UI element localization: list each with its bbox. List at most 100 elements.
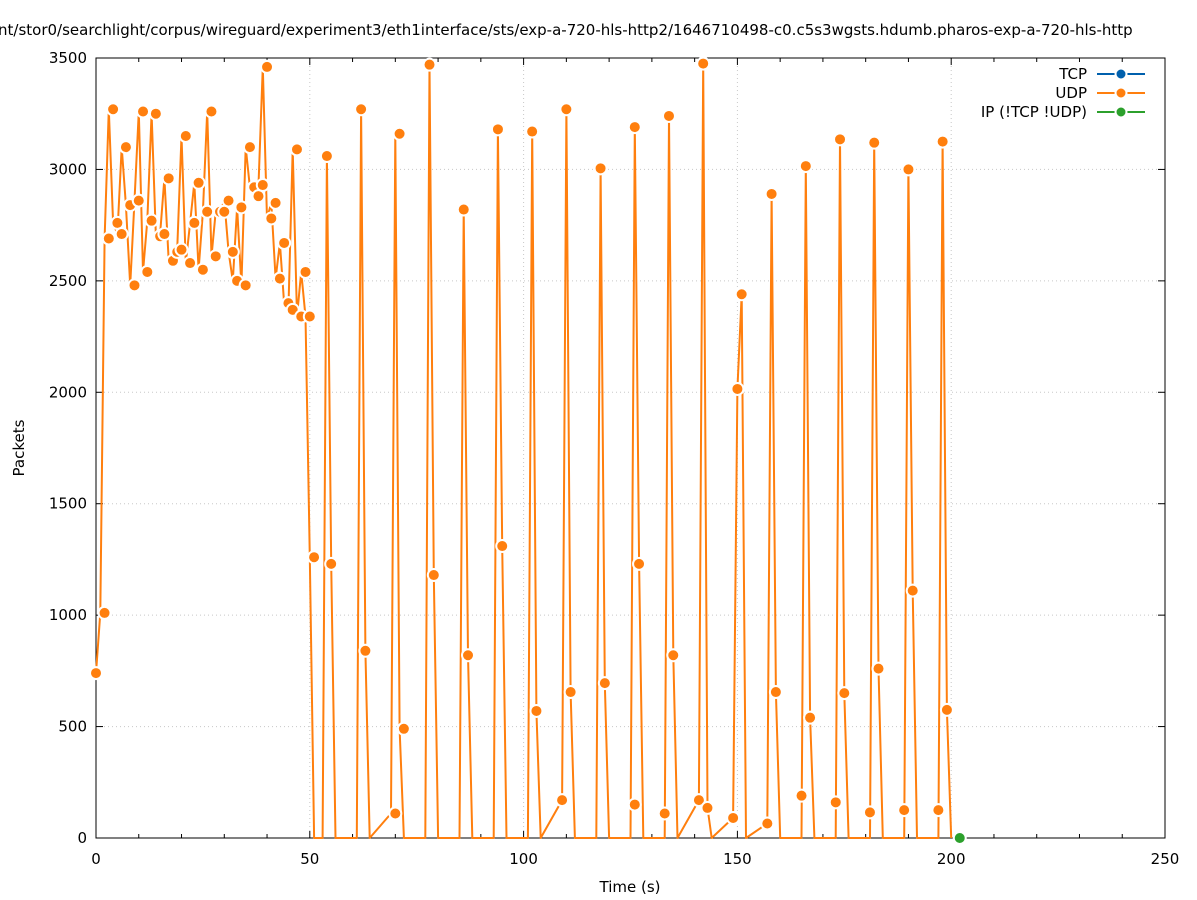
data-point: [324, 556, 339, 571]
legend-swatch-marker: [1114, 86, 1128, 100]
data-point: [867, 135, 882, 150]
x-axis-title: Time (s): [599, 878, 661, 896]
legend-label: IP (!TCP !UDP): [981, 103, 1087, 121]
data-point: [101, 231, 116, 246]
data-point: [97, 605, 112, 620]
data-point: [396, 721, 411, 736]
data-point: [657, 806, 672, 821]
data-point: [136, 104, 151, 119]
x-tick-label: 250: [1151, 850, 1180, 868]
data-point: [905, 583, 920, 598]
data-point: [726, 810, 741, 825]
data-point: [837, 686, 852, 701]
data-point: [144, 213, 159, 228]
series-layer: [89, 56, 967, 845]
data-point: [106, 102, 121, 117]
data-point: [200, 204, 215, 219]
data-point: [140, 264, 155, 279]
data-point: [871, 661, 886, 676]
series-1: [89, 56, 954, 839]
legend-label: UDP: [1055, 84, 1087, 102]
data-point: [302, 309, 317, 324]
data-point: [272, 271, 287, 286]
data-point: [627, 797, 642, 812]
data-point: [529, 703, 544, 718]
x-tick-label: 150: [723, 850, 752, 868]
data-point: [260, 59, 275, 74]
data-point: [358, 643, 373, 658]
data-point: [632, 556, 647, 571]
data-point: [939, 702, 954, 717]
data-point: [208, 249, 223, 264]
data-point: [174, 242, 189, 257]
y-tick-label: 2000: [49, 383, 87, 401]
data-point: [392, 126, 407, 141]
data-point: [426, 568, 441, 583]
data-point: [204, 104, 219, 119]
data-point: [691, 793, 706, 808]
data-point: [264, 211, 279, 226]
data-point: [833, 132, 848, 147]
data-point: [191, 175, 206, 190]
data-point: [764, 186, 779, 201]
y-tick-label: 0: [77, 829, 87, 847]
data-point: [178, 129, 193, 143]
data-point: [828, 795, 843, 810]
data-point: [127, 278, 142, 293]
data-point: [730, 381, 745, 396]
data-point: [559, 102, 574, 117]
data-point: [238, 278, 253, 293]
y-axis-title: Packets: [10, 419, 28, 476]
data-point: [183, 256, 198, 271]
data-point: [118, 140, 133, 155]
data-point: [734, 287, 749, 302]
x-tick-label: 50: [300, 850, 319, 868]
y-tick-label: 1500: [49, 495, 87, 513]
data-point: [593, 161, 608, 176]
series-line: [95, 62, 953, 839]
data-point: [952, 831, 967, 845]
y-tick-label: 2500: [49, 272, 87, 290]
legend-swatch-marker: [1114, 67, 1128, 81]
data-point: [555, 793, 570, 808]
data-point: [935, 134, 950, 149]
data-point: [661, 108, 676, 123]
data-point: [597, 676, 612, 691]
x-tick-label: 200: [937, 850, 966, 868]
data-point: [148, 106, 163, 121]
data-point: [803, 710, 818, 725]
y-tick-label: 500: [58, 718, 87, 736]
data-point: [388, 806, 403, 821]
data-point: [700, 800, 715, 815]
data-point: [114, 227, 129, 242]
y-tick-label: 3000: [49, 160, 87, 178]
y-tick-label: 1000: [49, 606, 87, 624]
data-point: [461, 648, 476, 663]
data-point: [89, 666, 103, 681]
data-point: [456, 202, 471, 217]
data-point: [221, 193, 236, 208]
series-2: [952, 831, 967, 845]
data-point: [495, 539, 510, 554]
data-point: [760, 816, 775, 831]
data-point: [563, 685, 578, 700]
data-point: [354, 102, 369, 117]
data-point: [187, 215, 202, 230]
data-point: [798, 159, 813, 174]
data-point: [307, 550, 322, 565]
data-point: [289, 142, 304, 157]
y-tick-label: 3500: [49, 49, 87, 67]
data-point: [901, 162, 916, 177]
legend-label: TCP: [1058, 65, 1087, 83]
data-point: [268, 195, 283, 210]
data-point: [131, 193, 146, 208]
data-point: [255, 178, 270, 193]
data-point: [696, 56, 711, 71]
data-point: [225, 244, 240, 259]
data-point: [666, 648, 681, 663]
data-point: [242, 140, 257, 155]
data-point: [298, 264, 313, 279]
data-point: [277, 235, 292, 250]
